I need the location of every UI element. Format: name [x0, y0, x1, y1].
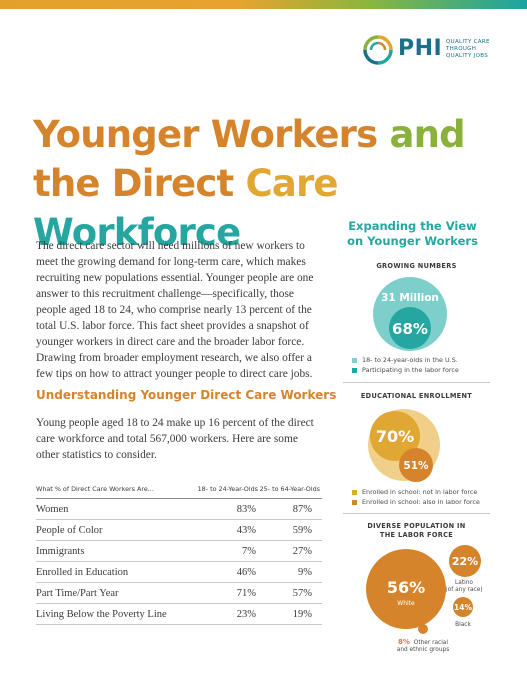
- other-label-line2: and ethnic groups: [397, 647, 449, 653]
- title-segment: and: [389, 113, 465, 156]
- logo-tagline-line: QUALITY CARE: [446, 39, 490, 45]
- white-pct: 56%: [387, 578, 425, 597]
- cell-value: 23%: [186, 603, 258, 625]
- cell-value: 87%: [258, 498, 322, 520]
- latino-sublabel: (of any race): [445, 587, 482, 593]
- cell-value: 43%: [186, 519, 258, 541]
- column-header: 18- to 24-Year-Olds: [186, 484, 258, 499]
- title-segment: Workforce: [33, 211, 241, 254]
- legend-item: Enrolled in school: not in labor force: [352, 487, 480, 497]
- outer-circle-label: 31 Million: [381, 292, 439, 304]
- diversity-graphic: 56% White 22% Latino (of any race) 14% B…: [366, 545, 483, 653]
- legend-swatch: [352, 357, 357, 363]
- latino-label: Latino: [455, 580, 473, 586]
- legend-swatch: [352, 499, 357, 505]
- legend-swatch: [352, 489, 357, 495]
- in-labor-force-circle: [399, 448, 433, 482]
- education-small-label: 51%: [403, 460, 429, 472]
- legend-label: Enrolled in school: also in labor force: [362, 498, 480, 506]
- title-segment: the Direct: [33, 162, 234, 205]
- row-label: Enrolled in Education: [36, 561, 186, 583]
- table-row: Living Below the Poverty Line 23% 19%: [36, 603, 322, 625]
- growing-numbers-heading: GROWING NUMBERS: [376, 262, 457, 270]
- cell-value: 57%: [258, 582, 322, 604]
- title-segment: Care: [245, 162, 338, 205]
- phi-logo: PHI QUALITY CARE THROUGH QUALITY JOBS: [362, 34, 527, 68]
- black-pct: 14%: [454, 603, 472, 612]
- intro-paragraph: The direct care sector will need million…: [36, 240, 314, 380]
- panel-divider: [343, 513, 490, 514]
- table-row: Immigrants 7% 27%: [36, 540, 322, 562]
- legend-label: 18- to 24-year-olds in the U.S.: [362, 356, 458, 364]
- logo-tagline-line: QUALITY JOBS: [446, 53, 488, 59]
- cell-value: 7%: [186, 540, 258, 562]
- cell-value: 19%: [258, 603, 322, 625]
- logo-tagline-line: THROUGH: [446, 46, 477, 52]
- other-label: 8% Other racial: [398, 638, 448, 646]
- table-header-row: What % of Direct Care Workers Are... 18-…: [36, 484, 322, 499]
- cell-value: 46%: [186, 561, 258, 583]
- cell-value: 83%: [186, 498, 258, 520]
- panel-title: Expanding the View on Younger Workers: [340, 219, 485, 249]
- latino-pct: 22%: [452, 555, 478, 568]
- black-label: Black: [455, 622, 471, 628]
- table-row: Enrolled in Education 46% 9%: [36, 561, 322, 583]
- diverse-heading-line: DIVERSE POPULATION IN: [367, 522, 466, 530]
- legend-label: Enrolled in school: not in labor force: [362, 488, 478, 496]
- cell-value: 9%: [258, 561, 322, 583]
- education-heading: EDUCATIONAL ENROLLMENT: [360, 392, 473, 400]
- legend-item: Participating in the labor force: [352, 365, 459, 375]
- column-header: 25- to 64-Year-Olds: [258, 484, 322, 499]
- phi-logo-mark-icon: [363, 35, 393, 65]
- diverse-heading: DIVERSE POPULATION IN THE LABOR FORCE: [343, 522, 490, 540]
- education-graphic: 70% 51%: [368, 409, 440, 482]
- cell-value: 71%: [186, 582, 258, 604]
- growing-numbers-legend: 18- to 24-year-olds in the U.S. Particip…: [352, 355, 459, 375]
- row-label: People of Color: [36, 519, 186, 541]
- stats-table: What % of Direct Care Workers Are... 18-…: [36, 484, 322, 625]
- latino-circle: [449, 545, 481, 577]
- white-circle: [366, 549, 446, 629]
- page-title: Younger Workers and the Direct Care Work…: [33, 110, 523, 257]
- legend-item: Enrolled in school: also in labor force: [352, 497, 480, 507]
- legend-label: Participating in the labor force: [362, 366, 459, 374]
- table-row: Part Time/Part Year 71% 57%: [36, 582, 322, 604]
- inner-circle-label: 68%: [392, 320, 428, 338]
- row-label: Part Time/Part Year: [36, 582, 186, 604]
- labor-force-circle: [389, 307, 431, 349]
- cell-value: 27%: [258, 540, 322, 562]
- education-big-label: 70%: [376, 427, 414, 446]
- table-row: People of Color 43% 59%: [36, 519, 322, 541]
- white-label: White: [397, 600, 415, 607]
- other-circle: [418, 624, 428, 634]
- diverse-heading-line: THE LABOR FORCE: [379, 531, 454, 539]
- logo-tagline: QUALITY CARE THROUGH QUALITY JOBS: [446, 39, 506, 60]
- section-heading: Understanding Younger Direct Care Worker…: [36, 388, 337, 402]
- table-row: Women 83% 87%: [36, 498, 322, 520]
- legend-item: 18- to 24-year-olds in the U.S.: [352, 355, 459, 365]
- title-segment: Younger Workers: [33, 113, 378, 156]
- legend-swatch: [352, 367, 357, 373]
- panel-title-line: on Younger Workers: [347, 234, 478, 248]
- other-pct: 8%: [398, 638, 410, 646]
- top-gradient-bar: [0, 0, 527, 9]
- not-in-labor-force-circle: [370, 411, 420, 461]
- growing-numbers-graphic: 31 Million 68%: [373, 277, 447, 351]
- column-header: What % of Direct Care Workers Are...: [36, 484, 186, 499]
- row-label: Women: [36, 498, 186, 520]
- other-label-line1: Other racial: [414, 640, 449, 646]
- row-label: Immigrants: [36, 540, 186, 562]
- education-legend: Enrolled in school: not in labor force E…: [352, 487, 480, 507]
- section-body: Young people aged 18 to 24 make up 16 pe…: [36, 417, 314, 461]
- panel-divider: [343, 382, 490, 383]
- black-circle: [453, 597, 473, 617]
- cell-value: 59%: [258, 519, 322, 541]
- panel-title-line: Expanding the View: [348, 219, 477, 233]
- row-label: Living Below the Poverty Line: [36, 603, 186, 625]
- logo-wordmark: PHI: [398, 36, 443, 61]
